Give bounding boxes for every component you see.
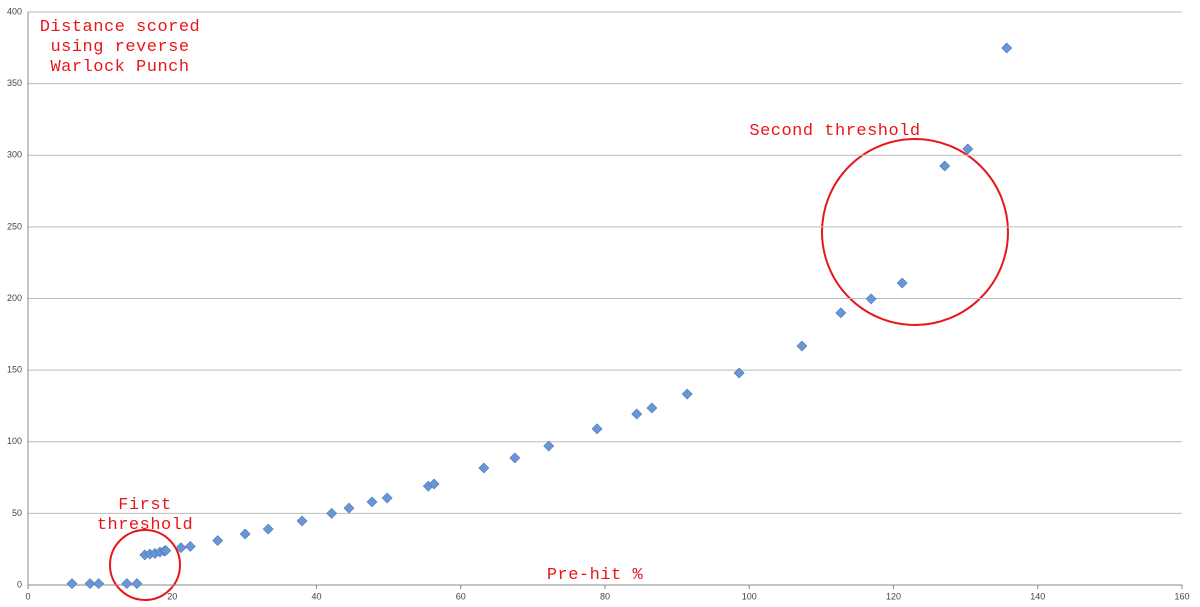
- y-tick-label: 400: [7, 6, 22, 16]
- x-axis-label: Pre-hit %: [546, 566, 644, 585]
- point: [681, 388, 693, 400]
- point: [896, 277, 908, 289]
- highlight-circle: [821, 138, 1009, 326]
- x-tick-label: 140: [1030, 591, 1045, 601]
- point: [121, 578, 133, 589]
- x-tick-label: 160: [1174, 591, 1189, 601]
- point: [1001, 42, 1013, 54]
- y-tick-label: 200: [7, 293, 22, 303]
- y-tick-label: 250: [7, 221, 22, 231]
- y-tick-label: 0: [17, 579, 22, 589]
- y-tick-label: 100: [7, 436, 22, 446]
- point: [131, 578, 143, 589]
- point: [865, 293, 877, 305]
- point: [381, 492, 393, 504]
- chart-title: Distance scored using reverse Warlock Pu…: [39, 18, 201, 77]
- point: [343, 502, 355, 514]
- point: [84, 578, 96, 589]
- x-tick-label: 0: [25, 591, 30, 601]
- point: [509, 452, 521, 464]
- x-tick-label: 20: [167, 591, 177, 601]
- point: [962, 143, 974, 155]
- point: [93, 578, 105, 589]
- point: [631, 408, 643, 420]
- point: [296, 515, 308, 527]
- y-tick-label: 50: [12, 508, 22, 518]
- point: [366, 496, 378, 508]
- point: [160, 545, 172, 557]
- point: [796, 340, 808, 352]
- point: [175, 542, 187, 554]
- point: [262, 523, 274, 535]
- x-tick-label: 120: [886, 591, 901, 601]
- x-tick-label: 100: [742, 591, 757, 601]
- y-tick-label: 150: [7, 365, 22, 375]
- point: [212, 535, 224, 547]
- point: [835, 307, 847, 319]
- point: [66, 578, 78, 589]
- x-tick-label: 60: [456, 591, 466, 601]
- point: [239, 528, 251, 540]
- point: [646, 402, 658, 414]
- point: [939, 160, 951, 172]
- point: [478, 462, 490, 474]
- point: [184, 540, 196, 552]
- annotation: First threshold: [96, 496, 194, 535]
- annotation: Second threshold: [749, 122, 921, 141]
- x-tick-label: 40: [311, 591, 321, 601]
- x-tick-label: 80: [600, 591, 610, 601]
- point: [428, 478, 440, 490]
- y-tick-label: 300: [7, 150, 22, 160]
- highlight-circle: [109, 529, 181, 601]
- y-tick-label: 350: [7, 78, 22, 88]
- point: [591, 423, 603, 435]
- point: [733, 367, 745, 379]
- point: [543, 440, 555, 452]
- point: [326, 507, 338, 519]
